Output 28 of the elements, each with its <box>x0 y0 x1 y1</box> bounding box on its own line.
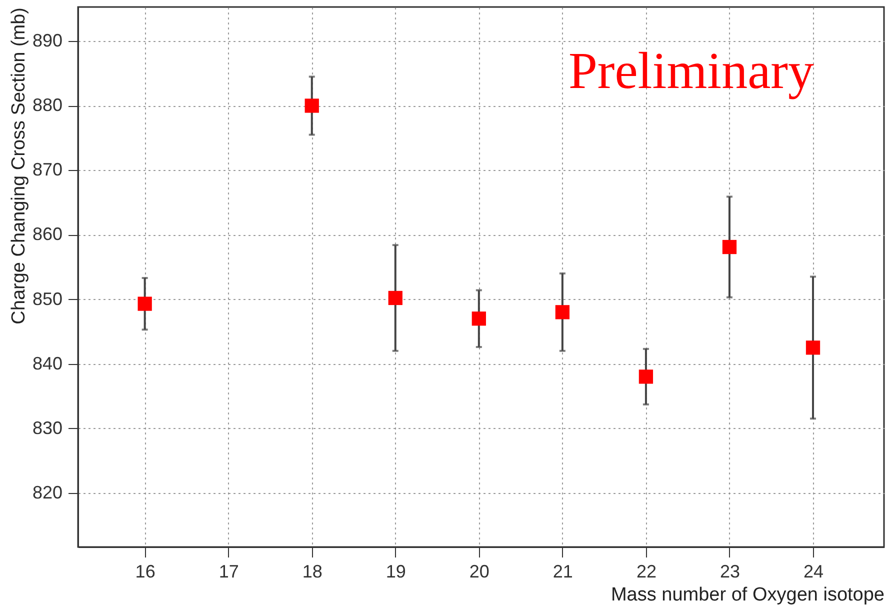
y-tick-label: 890 <box>32 30 62 51</box>
y-tick-label: 820 <box>32 482 62 502</box>
y-tick-label: 880 <box>32 95 62 116</box>
y-axis-title: Charge Changing Cross Section (mb) <box>8 8 30 324</box>
x-axis-title: Mass number of Oxygen isotope <box>610 584 884 606</box>
point <box>138 296 152 311</box>
point <box>806 340 820 355</box>
y-tick-label: 860 <box>32 224 62 244</box>
x-tick-label: 21 <box>552 562 573 582</box>
x-tick-label: 23 <box>720 562 740 582</box>
x-tick-label: 24 <box>803 562 824 582</box>
x-tick-label: 20 <box>469 562 490 582</box>
point <box>555 305 570 320</box>
point <box>638 370 654 384</box>
x-tick-label: 18 <box>302 562 322 582</box>
annotation: Preliminary <box>568 43 814 100</box>
point <box>472 312 486 326</box>
y-tick-label: 870 <box>32 160 62 180</box>
point <box>304 98 319 113</box>
point <box>722 240 737 254</box>
x-tick-label: 16 <box>135 562 156 582</box>
y-tick-label: 840 <box>32 353 62 374</box>
x-tick-label: 19 <box>386 562 406 582</box>
point <box>388 290 402 306</box>
y-tick-label: 830 <box>32 418 62 438</box>
x-tick-label: 17 <box>218 562 239 582</box>
y-tick-label: 850 <box>32 288 62 309</box>
x-tick-label: 22 <box>636 562 656 582</box>
